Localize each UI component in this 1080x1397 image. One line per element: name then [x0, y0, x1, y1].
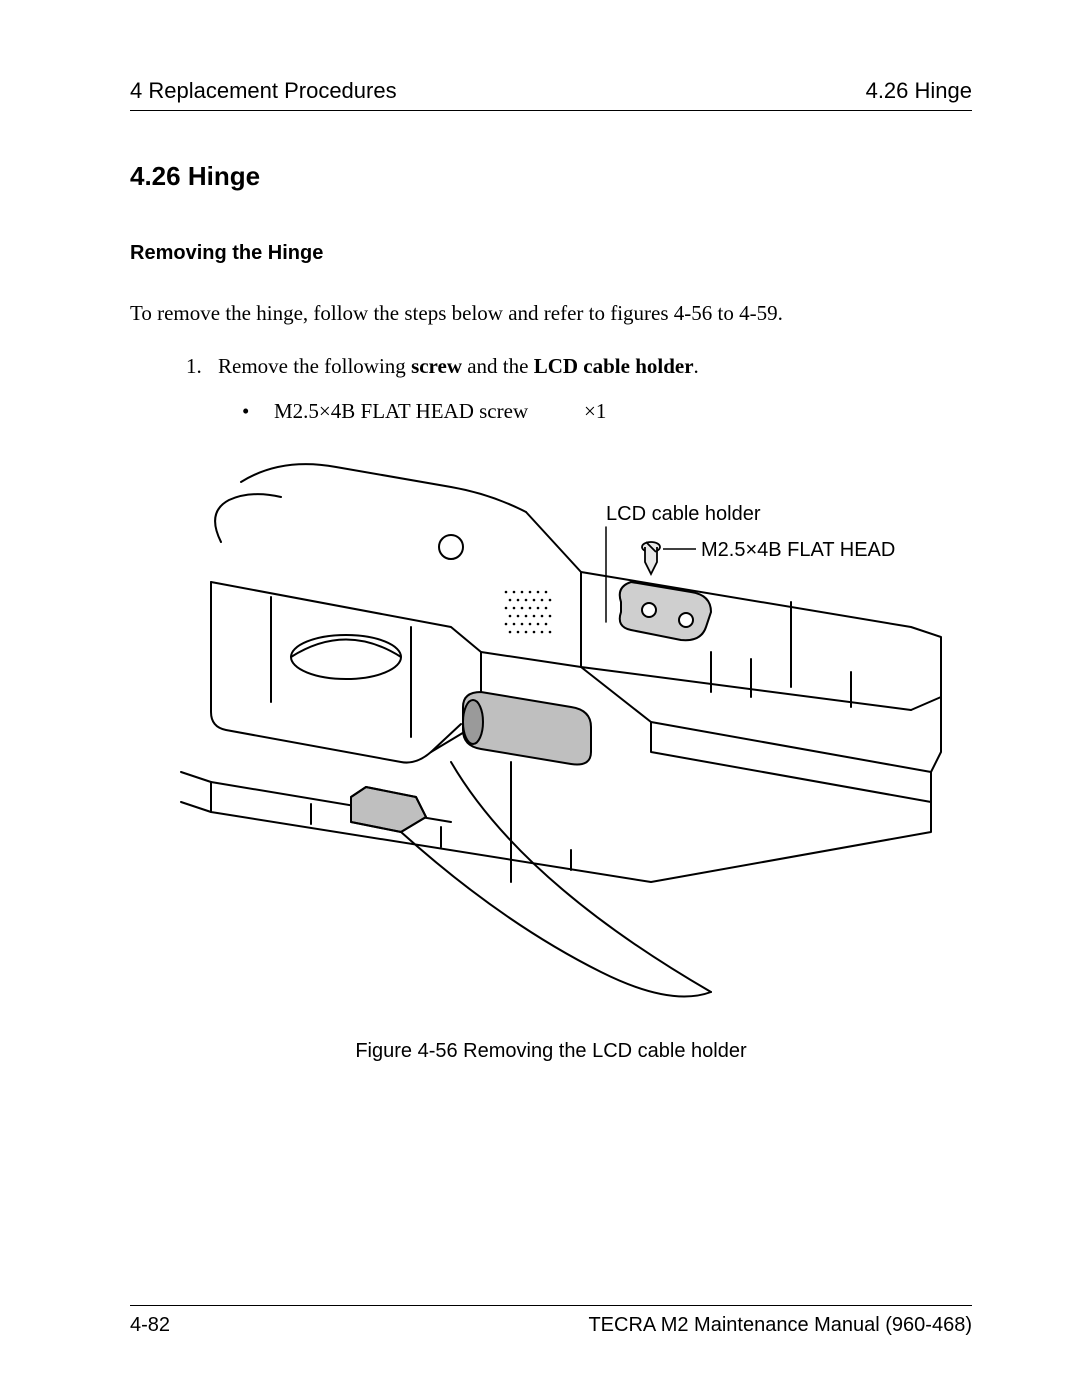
annot-screw: M2.5×4B FLAT HEAD	[701, 539, 895, 561]
step-bold: screw	[411, 354, 462, 378]
page: 4 Replacement Procedures 4.26 Hinge 4.26…	[0, 0, 1080, 1123]
step-text-part: .	[694, 354, 699, 378]
bullet-list: • M2.5×4B FLAT HEAD screw ×1	[242, 399, 972, 424]
step-text-part: and the	[462, 354, 534, 378]
step-bold: LCD cable holder	[534, 354, 694, 378]
bullet-qty: ×1	[584, 399, 606, 424]
annot-lcd: LCD cable holder	[606, 503, 761, 525]
step-text: Remove the following screw and the LCD c…	[218, 354, 699, 379]
section-subheading: Removing the Hinge	[130, 242, 972, 265]
bullet-dot: •	[242, 399, 274, 424]
header-rule	[130, 110, 972, 111]
step-1: 1. Remove the following screw and the LC…	[186, 354, 972, 379]
step-list: 1. Remove the following screw and the LC…	[186, 354, 972, 424]
bullet-label: M2.5×4B FLAT HEAD screw	[274, 399, 584, 424]
page-footer: 4-82 TECRA M2 Maintenance Manual (960-46…	[130, 1305, 972, 1337]
figure-svg: LCD cable holder M2.5×4B FLAT HEAD	[151, 452, 951, 1022]
bullet-item: • M2.5×4B FLAT HEAD screw ×1	[242, 399, 972, 424]
figure-caption: Figure 4-56 Removing the LCD cable holde…	[355, 1040, 746, 1063]
step-text-part: Remove the following	[218, 354, 411, 378]
page-header: 4 Replacement Procedures 4.26 Hinge	[130, 78, 972, 104]
footer-page-number: 4-82	[130, 1314, 170, 1337]
step-number: 1.	[186, 354, 218, 379]
footer-manual-title: TECRA M2 Maintenance Manual (960-468)	[588, 1314, 972, 1337]
intro-text: To remove the hinge, follow the steps be…	[130, 301, 972, 326]
footer-rule	[130, 1305, 972, 1306]
header-left: 4 Replacement Procedures	[130, 78, 397, 104]
section-title: 4.26 Hinge	[130, 161, 972, 192]
figure: LCD cable holder M2.5×4B FLAT HEAD Figur…	[130, 452, 972, 1063]
header-right: 4.26 Hinge	[866, 78, 972, 104]
